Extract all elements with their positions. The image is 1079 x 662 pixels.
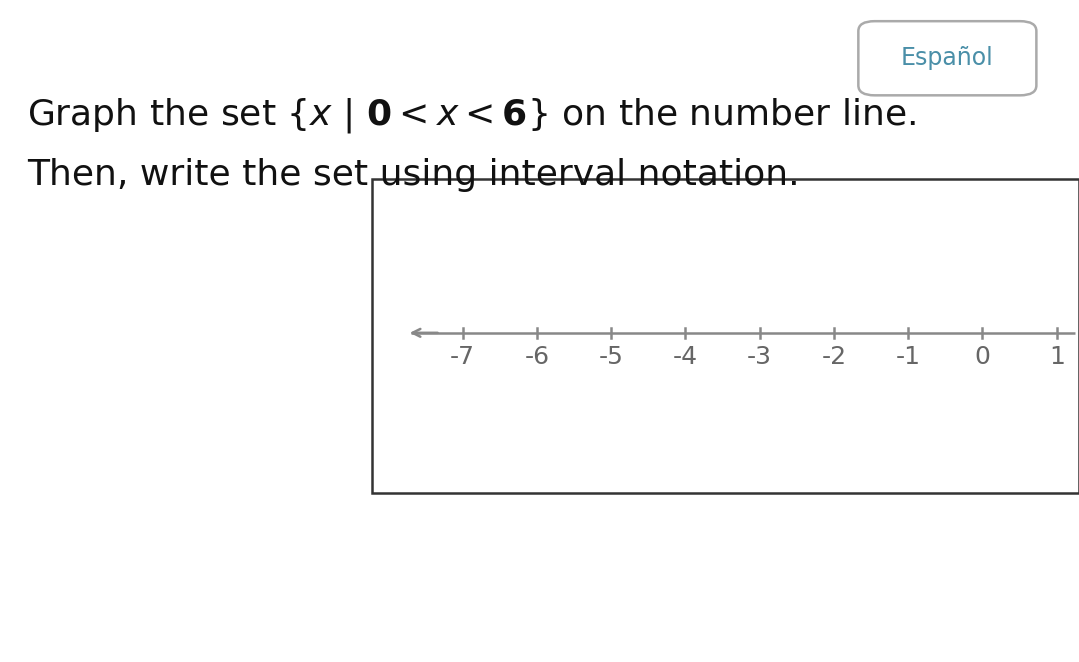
Text: Español: Español [901,46,994,70]
Text: -5: -5 [599,345,624,369]
Text: -2: -2 [821,345,847,369]
Text: 0: 0 [974,345,991,369]
Text: Graph the set $\{x\ |\ \mathbf{0} < x < \mathbf{6}\}$ on the number line.: Graph the set $\{x\ |\ \mathbf{0} < x < … [27,97,916,135]
Text: -6: -6 [524,345,549,369]
Text: Then, write the set using interval notation.: Then, write the set using interval notat… [27,158,800,193]
Text: 1: 1 [1049,345,1065,369]
Text: -7: -7 [450,345,475,369]
Text: -3: -3 [748,345,773,369]
Text: -1: -1 [896,345,920,369]
Text: -4: -4 [673,345,698,369]
